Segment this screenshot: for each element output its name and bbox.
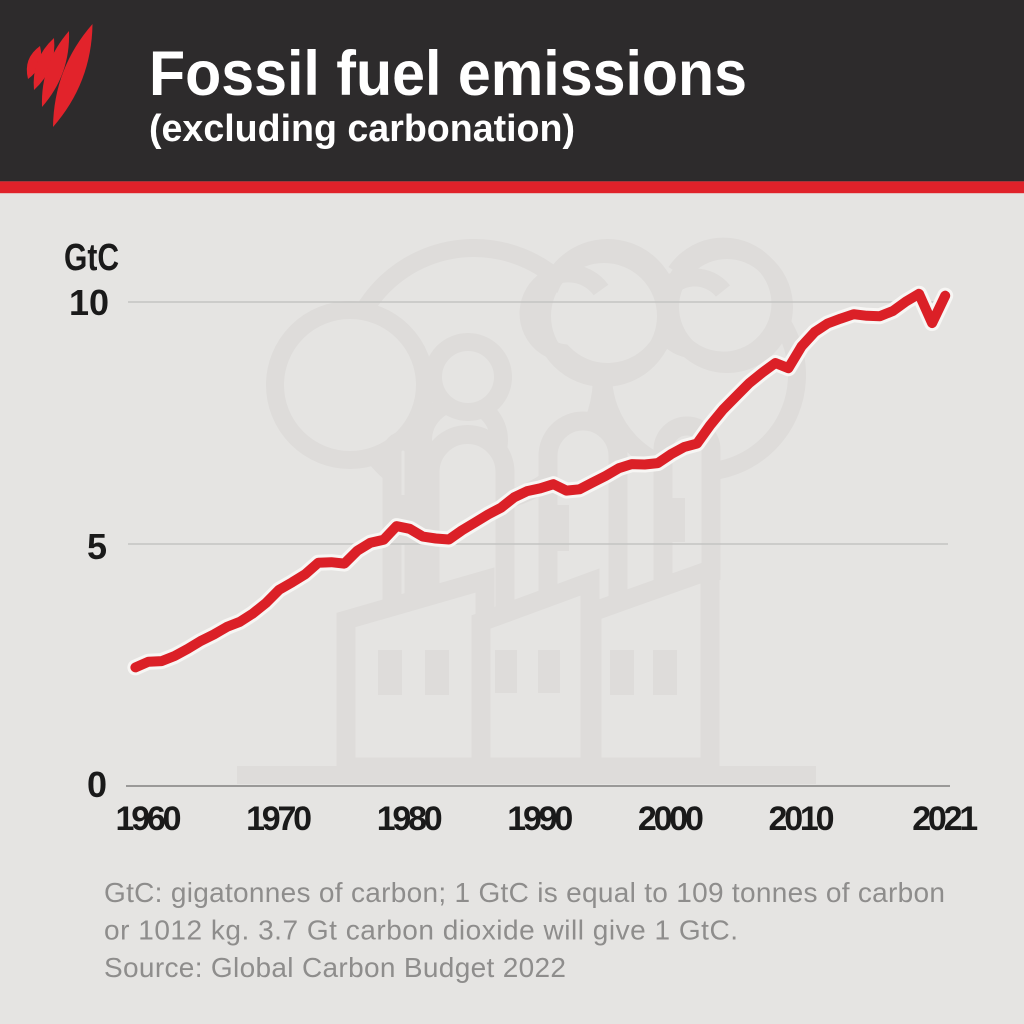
svg-text:(excluding carbonation): (excluding carbonation) (149, 108, 575, 150)
svg-text:5: 5 (87, 526, 107, 567)
svg-text:GtC: gigatonnes of carbon; 1 G: GtC: gigatonnes of carbon; 1 GtC is equa… (104, 877, 945, 908)
svg-text:2021: 2021 (912, 800, 978, 838)
svg-text:1980: 1980 (377, 800, 443, 838)
svg-text:or 1012 kg. 3.7 Gt carbon diox: or 1012 kg. 3.7 Gt carbon dioxide will g… (104, 915, 738, 946)
svg-text:1970: 1970 (246, 800, 312, 838)
svg-text:GtC: GtC (64, 237, 119, 279)
svg-text:1960: 1960 (116, 800, 182, 838)
svg-text:10: 10 (69, 282, 109, 323)
svg-text:2000: 2000 (638, 800, 704, 838)
svg-text:Source: Global Carbon Budget 2: Source: Global Carbon Budget 2022 (104, 952, 566, 983)
svg-text:1990: 1990 (507, 800, 573, 838)
svg-text:Fossil fuel emissions: Fossil fuel emissions (149, 39, 747, 109)
svg-text:0: 0 (87, 764, 107, 805)
svg-text:2010: 2010 (769, 800, 835, 838)
